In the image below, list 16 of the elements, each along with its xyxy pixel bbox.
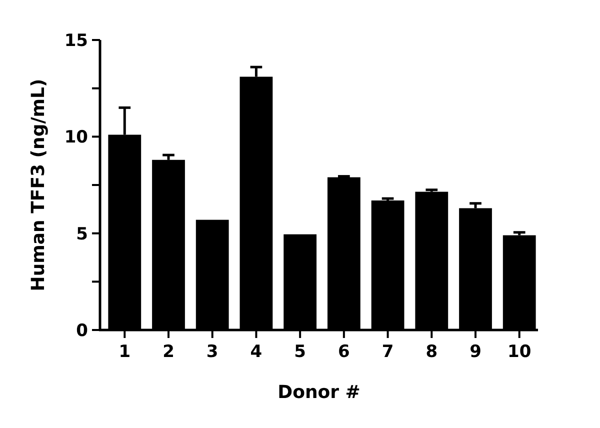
x-tick-label: 9: [470, 342, 482, 362]
x-tick-label: 8: [426, 342, 438, 362]
x-tick-label: 6: [338, 342, 350, 362]
x-tick-label: 10: [508, 342, 532, 362]
y-tick-label: 10: [64, 128, 88, 148]
x-tick-label: 3: [206, 342, 218, 362]
x-tick-label: 7: [382, 342, 394, 362]
y-tick-label: 5: [76, 224, 88, 244]
y-tick-label: 15: [64, 30, 88, 51]
y-tick-label: 0: [76, 320, 88, 341]
x-tick-label: 1: [118, 342, 131, 362]
x-tick-label: 2: [162, 342, 174, 362]
x-axis-title: Donor #: [278, 382, 360, 403]
y-axis-title: Human TFF3 (ng/mL): [28, 78, 49, 292]
x-tick-label: 5: [294, 342, 306, 362]
x-tick-label: 4: [250, 342, 262, 362]
